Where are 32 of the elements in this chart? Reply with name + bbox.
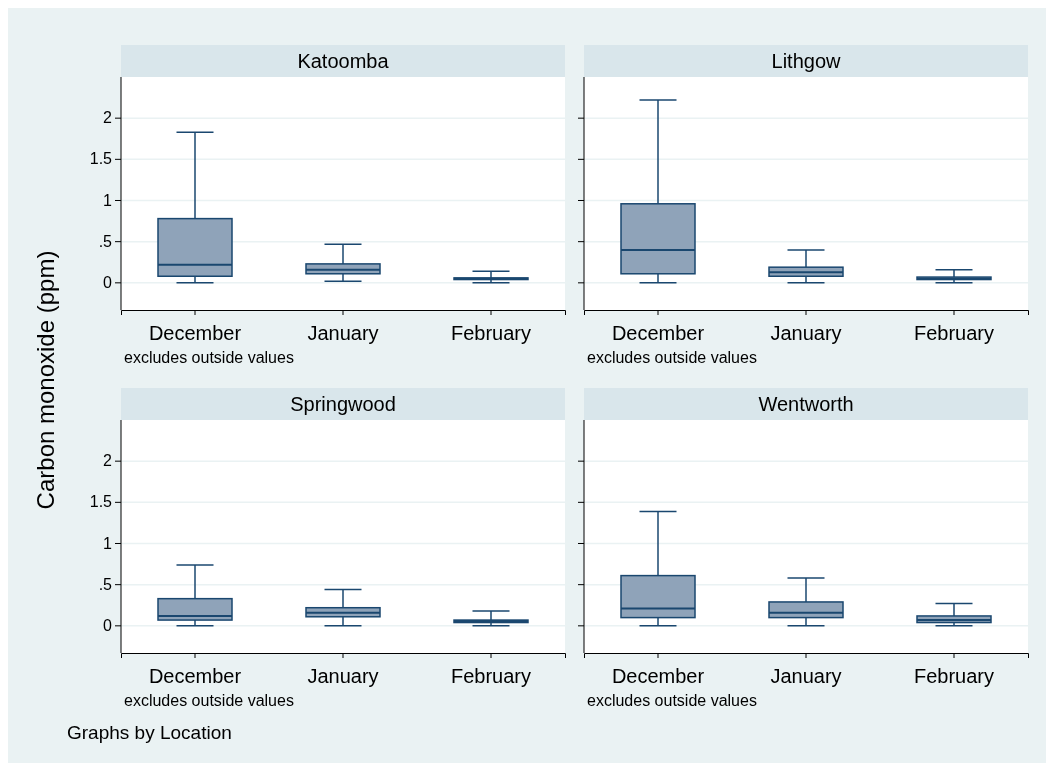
text: excludes outside values (124, 692, 294, 709)
text: excludes outside values (124, 349, 294, 366)
y-tick-label: 0 (103, 616, 113, 634)
chart-title: Wentworth (758, 393, 854, 415)
y-tick-label: 2 (103, 109, 113, 127)
y-tick-label: 2 (103, 452, 113, 470)
x-tick-label: January (307, 322, 379, 344)
chart-title: Katoomba (297, 50, 390, 72)
y-tick-label: 1.5 (89, 150, 113, 168)
x-tick-label: December (611, 322, 705, 344)
y-axis-title: Carbon monoxide (ppm) (32, 250, 59, 510)
x-tick-label: February (913, 665, 995, 687)
y-tick-label: 1 (103, 191, 113, 209)
x-tick-label: December (148, 322, 242, 344)
x-tick-label: January (307, 665, 379, 687)
x-tick-label: January (770, 322, 842, 344)
y-tick-label: .5 (98, 575, 113, 593)
x-tick-label: December (611, 665, 705, 687)
text: excludes outside values (587, 692, 757, 709)
y-tick-label: .5 (98, 232, 113, 250)
x-tick-label: February (450, 322, 532, 344)
text: excludes outside values (587, 349, 757, 366)
x-tick-label: February (913, 322, 995, 344)
y-tick-label: 1 (103, 534, 113, 552)
y-tick-label: 1.5 (89, 493, 113, 511)
chart-title: Lithgow (771, 50, 842, 72)
x-tick-label: December (148, 665, 242, 687)
x-tick-label: January (770, 665, 842, 687)
text: Graphs by Location (67, 722, 232, 743)
chart-title: Springwood (290, 393, 396, 415)
y-tick-label: 0 (103, 273, 113, 291)
x-tick-label: February (450, 665, 532, 687)
